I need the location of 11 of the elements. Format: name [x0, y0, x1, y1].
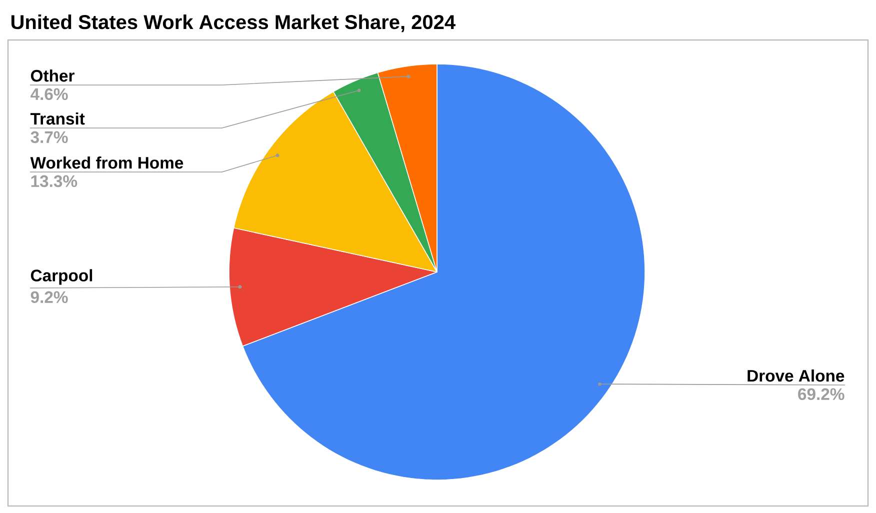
slice-label: Drove Alone	[748, 369, 844, 382]
slice-label: Transit	[30, 112, 85, 125]
data-label: 4.6%	[30, 88, 68, 100]
slice-label: Carpool	[30, 269, 92, 285]
data-label: 13.3%	[31, 175, 78, 188]
slice-label: Other	[30, 69, 74, 82]
slice-label: Worked from Home	[30, 156, 184, 169]
data-label: 9.2%	[30, 291, 68, 304]
data-label: 69.2%	[798, 388, 844, 400]
data-label: 3.7%	[30, 131, 68, 144]
chart-title: United States Work Access Market Share, 2024	[11, 14, 456, 32]
